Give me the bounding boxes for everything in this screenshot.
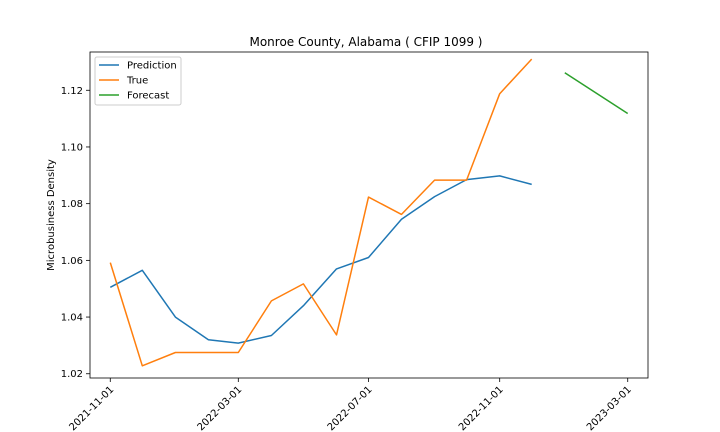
x-tick-label: 2021-11-01 [68, 384, 117, 432]
x-tick-label: 2022-07-01 [326, 384, 375, 432]
y-tick-label: 1.02 [61, 369, 83, 380]
x-axis: 2021-11-01 2022-03-01 2022-07-01 2022-11-01… [68, 378, 634, 432]
legend-box [94, 56, 182, 106]
y-tick-label: 1.08 [61, 199, 83, 210]
series-line-forecast [564, 72, 629, 115]
legend-label: Prediction [127, 61, 177, 72]
y-tick-label: 1.04 [61, 313, 83, 324]
y-tick-label: 1.12 [61, 86, 83, 97]
y-tick-label: 1.10 [61, 142, 83, 153]
series-line-true [109, 58, 533, 367]
chart-title: Monroe County, Alabama ( CFIP 1099 ) [249, 35, 482, 49]
y-tick-label: 1.06 [61, 256, 83, 267]
x-tick-label: 2022-11-01 [457, 384, 506, 432]
legend-label: True [126, 76, 148, 87]
legend: Prediction True Forecast [94, 56, 182, 106]
plot-area [89, 51, 649, 379]
x-tick-label: 2023-03-01 [585, 384, 634, 432]
series-lines [109, 58, 629, 367]
y-axis-label: Microbusiness Density [46, 159, 57, 271]
legend-label: Forecast [127, 91, 169, 102]
x-tick-label: 2022-03-01 [196, 384, 245, 432]
series-line-prediction [109, 175, 532, 344]
y-axis: 1.02 1.04 1.06 1.08 1.10 1.12 [61, 86, 90, 380]
